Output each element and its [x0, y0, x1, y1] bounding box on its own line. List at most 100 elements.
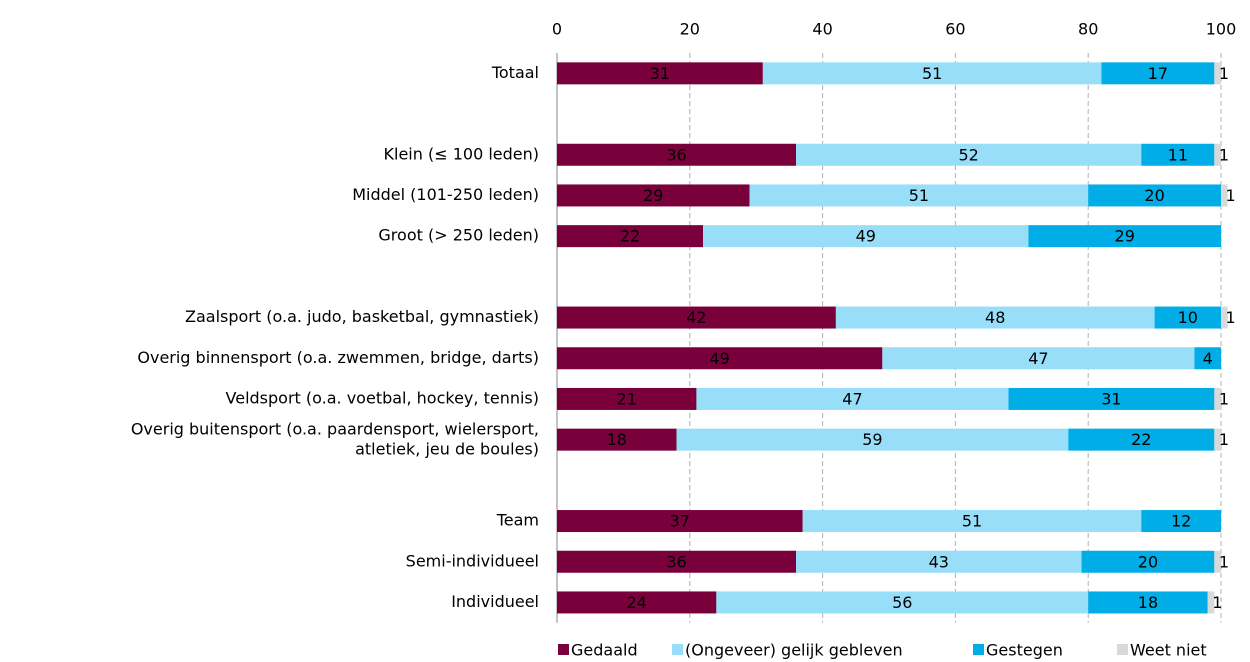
bar-segment [749, 184, 1089, 207]
category-label: Totaal [491, 63, 539, 82]
legend-swatch [973, 644, 984, 655]
legend-label: Gedaald [571, 641, 638, 660]
value-label: 59 [862, 430, 882, 449]
value-label: 1 [1219, 64, 1229, 83]
bar-segment [557, 143, 797, 166]
bar-segment [557, 550, 797, 573]
category-label: Zaalsport (o.a. judo, basketbal, gymnast… [185, 307, 539, 326]
value-label: 49 [856, 227, 876, 246]
category-label: Groot (> 250 leden) [378, 226, 539, 245]
value-label: 48 [985, 308, 1005, 327]
value-label: 4 [1203, 349, 1213, 368]
bar-segment [796, 550, 1082, 573]
value-label: 21 [617, 389, 637, 408]
bar-segment [1221, 306, 1228, 329]
bar-segment [762, 62, 1102, 85]
value-label: 51 [909, 186, 929, 205]
value-label: 12 [1171, 512, 1191, 531]
bar-segment [557, 306, 836, 329]
value-label: 1 [1219, 430, 1229, 449]
bar-segment [1081, 550, 1215, 573]
value-label: 1 [1219, 389, 1229, 408]
x-tick-label: 20 [680, 20, 700, 39]
bar-segment [1214, 550, 1221, 573]
legend-swatch [672, 644, 683, 655]
bar-segment [835, 306, 1155, 329]
value-label: 43 [929, 552, 949, 571]
bar-segment [703, 225, 1029, 248]
bar-segment [1214, 62, 1221, 85]
bar-segment [796, 143, 1142, 166]
legend-label: Gestegen [986, 641, 1063, 660]
value-label: 22 [620, 227, 640, 246]
value-label: 56 [892, 593, 912, 612]
bar-segment [1028, 225, 1221, 248]
value-label: 17 [1148, 64, 1168, 83]
x-tick-label: 80 [1078, 20, 1098, 39]
value-label: 11 [1168, 145, 1188, 164]
bar-segment [1141, 510, 1221, 533]
value-label: 1 [1219, 145, 1229, 164]
bar-segment [557, 62, 763, 85]
value-label: 47 [1028, 349, 1048, 368]
bar-segment [1068, 428, 1215, 451]
value-label: 22 [1131, 430, 1151, 449]
value-label: 37 [670, 512, 690, 531]
bar-segment [1088, 591, 1208, 614]
bar-segment [882, 347, 1195, 370]
value-label: 20 [1144, 186, 1164, 205]
value-label: 51 [962, 512, 982, 531]
x-tick-label: 0 [552, 20, 562, 39]
category-label: Overig binnensport (o.a. zwemmen, bridge… [137, 348, 539, 367]
value-label: 1 [1212, 593, 1222, 612]
bar-segment [802, 510, 1142, 533]
bar-segment [557, 591, 717, 614]
value-label: 1 [1226, 186, 1236, 205]
bar-segment [1207, 591, 1215, 614]
category-label: Semi-individueel [406, 551, 539, 570]
category-label: Team [496, 511, 539, 530]
category-label: Overig buitensport (o.a. paardensport, w… [131, 419, 539, 458]
value-label: 47 [842, 389, 862, 408]
category-label: Middel (101-250 leden) [352, 185, 539, 204]
value-label: 36 [666, 145, 686, 164]
category-label: Klein (≤ 100 leden) [384, 144, 539, 163]
bar-segment [1141, 143, 1215, 166]
bar-segment [557, 387, 697, 410]
value-label: 24 [627, 593, 647, 612]
legend-swatch [1117, 644, 1128, 655]
value-label: 52 [959, 145, 979, 164]
x-tick-label: 60 [945, 20, 965, 39]
value-label: 51 [922, 64, 942, 83]
bar-segment [1194, 347, 1221, 370]
bar-segment [1214, 428, 1221, 451]
legend-label: (Ongeveer) gelijk gebleven [685, 641, 903, 660]
bar-segment [1221, 184, 1228, 207]
value-label: 18 [607, 430, 627, 449]
bar-segment [557, 428, 677, 451]
bar-segment [1214, 387, 1221, 410]
value-label: 31 [650, 64, 670, 83]
value-label: 31 [1101, 389, 1121, 408]
value-label: 29 [1115, 227, 1135, 246]
bar-segment [1214, 143, 1221, 166]
value-label: 18 [1138, 593, 1158, 612]
value-label: 42 [686, 308, 706, 327]
legend-swatch [558, 644, 569, 655]
bar-segment [1101, 62, 1215, 85]
bar-segment [716, 591, 1089, 614]
bar-segment [1008, 387, 1215, 410]
bar-segment [1088, 184, 1221, 207]
value-label: 36 [666, 552, 686, 571]
category-label: Individueel [451, 592, 539, 611]
value-label: 29 [643, 186, 663, 205]
bar-segment [676, 428, 1069, 451]
bar-segment [696, 387, 1009, 410]
legend-label: Weet niet [1130, 641, 1207, 660]
x-tick-label: 100 [1206, 20, 1237, 39]
value-label: 49 [710, 349, 730, 368]
bar-segment [557, 184, 750, 207]
category-label: Veldsport (o.a. voetbal, hockey, tennis) [226, 388, 539, 407]
value-label: 1 [1226, 308, 1236, 327]
